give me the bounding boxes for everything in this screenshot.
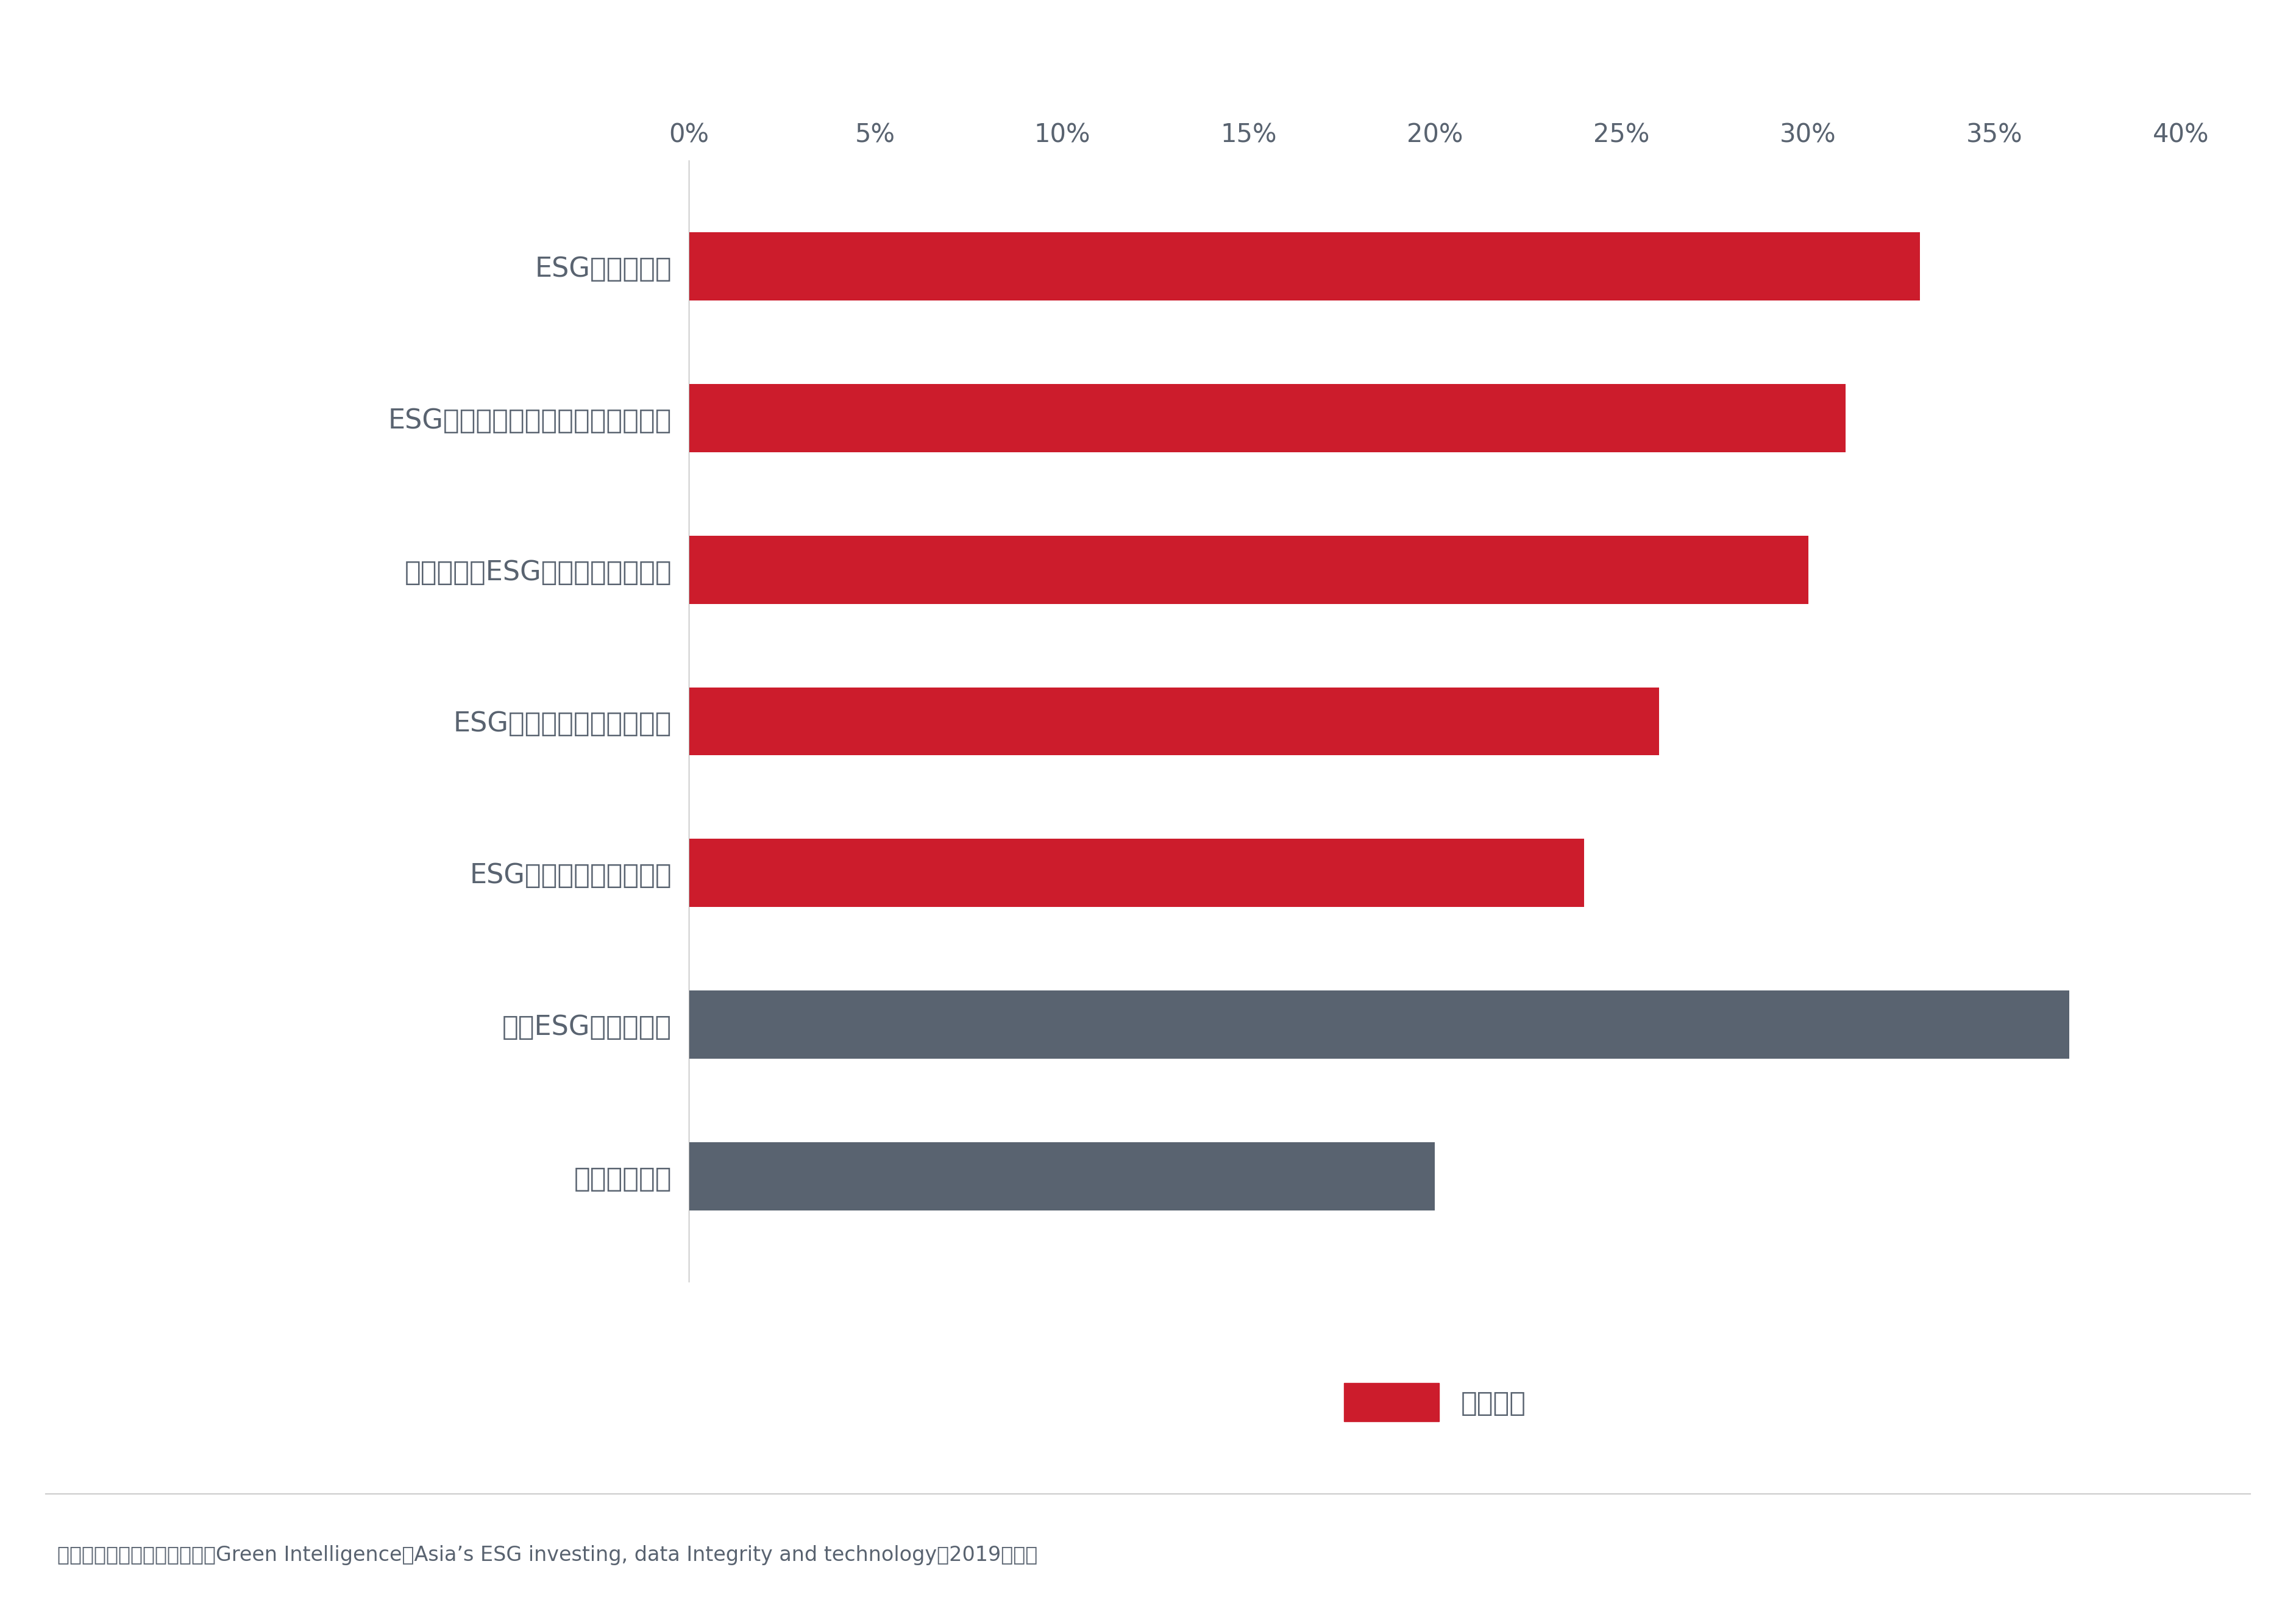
Bar	[689, 535, 1809, 604]
Legend: 數據相關: 數據相關	[1318, 1356, 1552, 1449]
Bar	[689, 838, 1584, 907]
Bar	[689, 688, 1658, 755]
Bar	[689, 385, 1846, 452]
Text: 資料來源：經濟學人信息部。Green Intelligence：Asia’s ESG investing, data Integrity and technol: 資料來源：經濟學人信息部。Green Intelligence：Asia’s E…	[57, 1545, 1038, 1565]
Bar	[689, 1141, 1435, 1210]
Bar	[689, 991, 2069, 1058]
Bar	[689, 232, 1919, 301]
